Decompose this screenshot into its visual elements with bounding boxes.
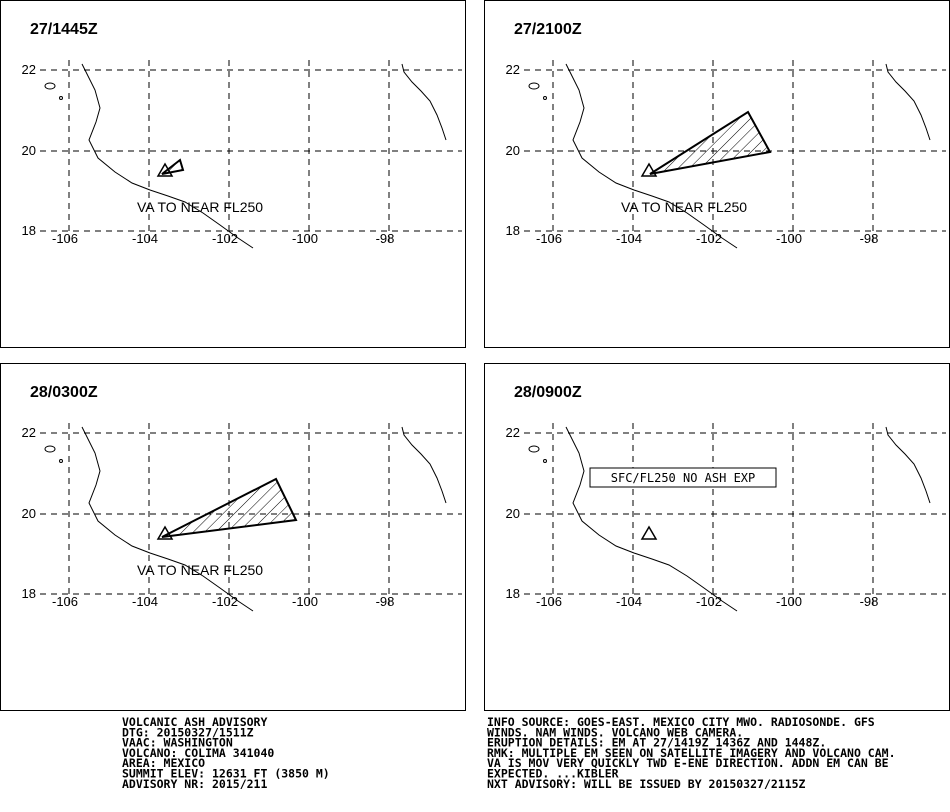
lon-label: -100 bbox=[292, 594, 318, 609]
lat-label: 20 bbox=[506, 143, 520, 158]
advisory-line: SUMMIT ELEV: 12631 FT (3850 M) bbox=[122, 767, 330, 781]
island bbox=[44, 445, 56, 453]
lon-label: -98 bbox=[860, 594, 879, 609]
lat-label: 22 bbox=[22, 425, 36, 440]
valid-time: 28/0300Z bbox=[30, 384, 98, 401]
lon-label: -102 bbox=[696, 594, 722, 609]
volcano-symbol bbox=[640, 162, 658, 177]
panel-frame bbox=[0, 363, 466, 711]
ash-cloud bbox=[161, 158, 185, 175]
lat-label: 18 bbox=[22, 223, 36, 238]
lon-label: -100 bbox=[292, 231, 318, 246]
advisory-line: VA IS MOV VERY QUICKLY TWD E-ENE DIRECTI… bbox=[487, 756, 889, 770]
advisory-line: DTG: 20150327/1511Z bbox=[122, 725, 254, 739]
lat-label: 18 bbox=[22, 586, 36, 601]
volcano-symbol bbox=[640, 525, 658, 540]
island bbox=[543, 459, 547, 463]
lon-label: -98 bbox=[860, 231, 879, 246]
lon-label: -106 bbox=[52, 594, 78, 609]
panel-frame bbox=[484, 363, 950, 711]
island bbox=[528, 445, 540, 453]
advisory-line: VOLCANO: COLIMA 341040 bbox=[122, 746, 274, 760]
lon-label: -100 bbox=[776, 231, 802, 246]
lon-label: -104 bbox=[616, 231, 642, 246]
valid-time: 28/0900Z bbox=[514, 384, 582, 401]
annotation-box bbox=[589, 467, 777, 488]
lon-label: -104 bbox=[132, 231, 158, 246]
ash-annotation: VA TO NEAR FL250 bbox=[137, 199, 263, 215]
lon-label: -104 bbox=[616, 594, 642, 609]
lon-label: -100 bbox=[776, 594, 802, 609]
advisory-line: RMK: MULTIPLE EM SEEN ON SATELLITE IMAGE… bbox=[487, 746, 896, 760]
lat-label: 18 bbox=[506, 586, 520, 601]
map-panel: 22 20 18 -106 -104 -102 -100 -98 28/0300Z VA TO N… bbox=[0, 363, 466, 711]
map-panel: 22 20 18 -106 -104 -102 -100 -98 27/1445Z VA TO N… bbox=[0, 0, 466, 348]
coastline bbox=[885, 63, 931, 141]
advisory-line: AREA: MEXICO bbox=[122, 756, 205, 770]
lat-label: 22 bbox=[506, 425, 520, 440]
coastline bbox=[81, 426, 254, 612]
panel-frame bbox=[0, 0, 466, 348]
valid-time: 27/2100Z bbox=[514, 21, 582, 38]
coastline bbox=[401, 426, 447, 504]
valid-time: 27/1445Z bbox=[30, 21, 98, 38]
lat-label: 18 bbox=[506, 223, 520, 238]
volcano-symbol bbox=[156, 162, 174, 177]
lon-label: -104 bbox=[132, 594, 158, 609]
advisory-line: EXPECTED. ...KIBLER bbox=[487, 767, 619, 781]
ash-cloud bbox=[649, 110, 772, 175]
lon-label: -106 bbox=[536, 231, 562, 246]
lat-label: 20 bbox=[22, 143, 36, 158]
lat-label: 20 bbox=[22, 506, 36, 521]
lon-label: -102 bbox=[212, 594, 238, 609]
panel-frame bbox=[484, 0, 950, 348]
lat-label: 22 bbox=[506, 62, 520, 77]
island bbox=[528, 82, 540, 90]
lon-label: -106 bbox=[52, 231, 78, 246]
map-panel: 22 20 18 -106 -104 -102 -100 -98 27/2100Z VA TO N… bbox=[484, 0, 950, 348]
lon-label: -98 bbox=[376, 594, 395, 609]
lon-label: -102 bbox=[696, 231, 722, 246]
coastline bbox=[885, 426, 931, 504]
island bbox=[59, 96, 63, 100]
advisory-line: ERUPTION DETAILS: EM AT 27/1419Z 1436Z A… bbox=[487, 736, 826, 750]
lat-label: 22 bbox=[22, 62, 36, 77]
ash-annotation: SFC/FL250 NO ASH EXP bbox=[611, 471, 756, 485]
coastline bbox=[401, 63, 447, 141]
ash-annotation: VA TO NEAR FL250 bbox=[621, 199, 747, 215]
coastline bbox=[81, 63, 254, 249]
lon-label: -98 bbox=[376, 231, 395, 246]
island bbox=[543, 96, 547, 100]
lat-label: 20 bbox=[506, 506, 520, 521]
volcano-symbol bbox=[156, 525, 174, 540]
ash-cloud bbox=[161, 477, 298, 538]
map-panel: 22 20 18 -106 -104 -102 -100 -98 28/0900Z SFC/FL2… bbox=[484, 363, 950, 711]
advisory-line: VAAC: WASHINGTON bbox=[122, 736, 233, 750]
advisory-line: VOLCANIC ASH ADVISORY bbox=[122, 715, 267, 729]
advisory-line: WINDS. NAM WINDS. VOLCANO WEB CAMERA. bbox=[487, 725, 743, 739]
advisory-line: INFO SOURCE: GOES-EAST. MEXICO CITY MWO.… bbox=[487, 715, 875, 729]
island bbox=[59, 459, 63, 463]
lon-label: -106 bbox=[536, 594, 562, 609]
lon-label: -102 bbox=[212, 231, 238, 246]
advisory-line: NXT ADVISORY: WILL BE ISSUED BY 20150327… bbox=[487, 777, 806, 791]
advisory-line: ADVISORY NR: 2015/211 bbox=[122, 777, 267, 791]
coastline bbox=[565, 426, 738, 612]
island bbox=[44, 82, 56, 90]
coastline bbox=[565, 63, 738, 249]
ash-annotation: VA TO NEAR FL250 bbox=[137, 562, 263, 578]
